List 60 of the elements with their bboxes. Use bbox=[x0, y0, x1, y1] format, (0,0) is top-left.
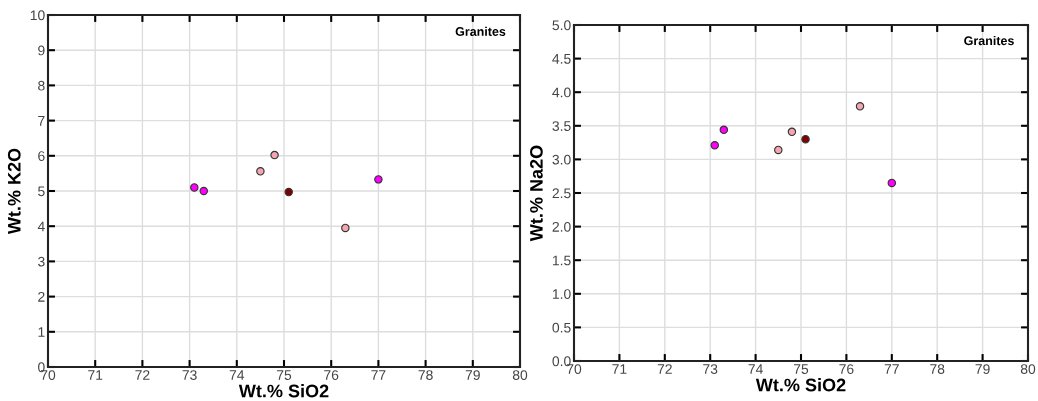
y-tick-label: 1.5 bbox=[552, 255, 571, 266]
point bbox=[374, 175, 383, 184]
y-tick-label: 5 bbox=[38, 186, 45, 197]
y-tick-label: 8 bbox=[38, 80, 45, 91]
y-tick-label: 3.0 bbox=[552, 154, 571, 165]
y-tick-label: 2.0 bbox=[552, 221, 571, 232]
point bbox=[719, 125, 729, 135]
y-tick-label: 2.5 bbox=[552, 188, 571, 199]
point bbox=[190, 183, 199, 192]
point bbox=[787, 127, 797, 137]
x-tick-label: 78 bbox=[418, 370, 433, 380]
y-tick-label: 2 bbox=[38, 291, 45, 302]
y-tick-label: 10 bbox=[30, 10, 45, 21]
point bbox=[710, 141, 719, 150]
point bbox=[341, 223, 350, 233]
x-tick-label: 79 bbox=[465, 370, 480, 380]
x-tick-label: 80 bbox=[1020, 364, 1036, 374]
x-tick-label: 76 bbox=[324, 370, 339, 380]
x-tick-label: 73 bbox=[182, 370, 197, 380]
x-tick-label: 75 bbox=[793, 364, 809, 374]
y-tick-label: 7 bbox=[38, 116, 45, 126]
x-axis-title: Wt.% SiO2 bbox=[755, 378, 846, 392]
x-tick-label: 78 bbox=[930, 364, 945, 374]
annotation: Granites bbox=[964, 35, 1014, 46]
x-tick-label: 72 bbox=[135, 370, 150, 380]
point bbox=[887, 178, 897, 188]
x-tick-label: 74 bbox=[229, 370, 245, 380]
point bbox=[774, 145, 783, 155]
point bbox=[256, 167, 265, 176]
x-tick-label: 77 bbox=[371, 370, 386, 380]
y-tick-label: 0.5 bbox=[552, 322, 571, 333]
point bbox=[270, 150, 279, 160]
x-tick-label: 76 bbox=[839, 364, 854, 374]
point bbox=[801, 135, 810, 144]
point bbox=[284, 187, 293, 197]
x-tick-label: 75 bbox=[276, 370, 292, 380]
y-tick-label: 4 bbox=[37, 221, 45, 232]
x-tick-label: 71 bbox=[612, 364, 627, 374]
y-tick-label: 9 bbox=[38, 45, 45, 56]
y-axis-title: Wt.% K2O bbox=[7, 148, 21, 235]
y-axis-title: Wt.% Na2O bbox=[530, 145, 543, 242]
x-tick-label: 72 bbox=[657, 364, 672, 374]
point bbox=[199, 186, 208, 196]
y-tick-label: 1.0 bbox=[552, 289, 571, 299]
x-tick-label: 73 bbox=[703, 364, 718, 374]
x-tick-label: 80 bbox=[512, 370, 528, 380]
annotation: Granites bbox=[455, 26, 506, 36]
x-tick-label: 77 bbox=[884, 364, 899, 374]
x-axis-title: Wt.% SiO2 bbox=[238, 384, 329, 398]
x-tick-label: 71 bbox=[88, 370, 103, 380]
x-tick-label: 79 bbox=[975, 364, 990, 374]
point bbox=[855, 102, 865, 111]
y-tick-label: 6 bbox=[38, 151, 45, 161]
y-tick-label: 1 bbox=[38, 327, 45, 337]
y-tick-label: 3 bbox=[38, 256, 45, 267]
y-tick-label: 4.5 bbox=[552, 54, 571, 64]
y-tick-label: 5.0 bbox=[552, 20, 571, 31]
y-tick-label: 4.0 bbox=[552, 87, 571, 98]
x-tick-label: 74 bbox=[748, 364, 763, 374]
y-tick-label: 3.5 bbox=[552, 121, 571, 131]
